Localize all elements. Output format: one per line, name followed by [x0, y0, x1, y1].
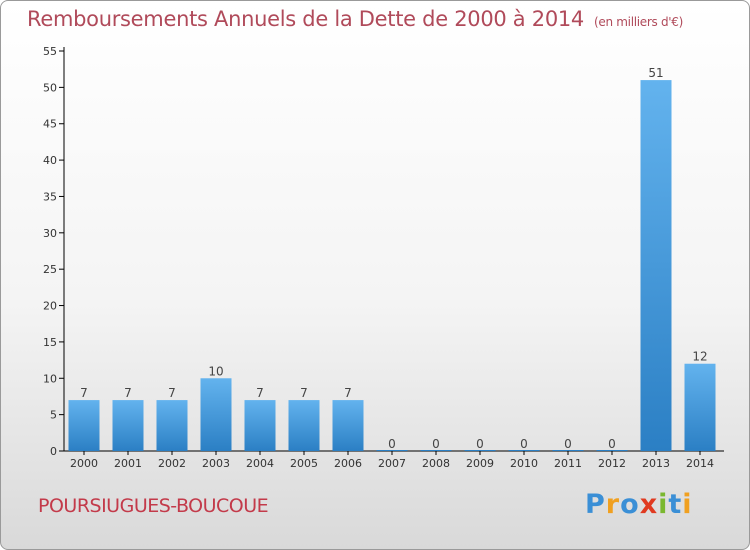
bar — [684, 363, 716, 451]
data-label: 7 — [80, 386, 88, 400]
logo-letter: i — [658, 489, 669, 520]
bar — [68, 400, 100, 451]
data-label: 12 — [692, 350, 707, 364]
y-tick-label: 50 — [43, 81, 57, 94]
data-label: 0 — [388, 437, 396, 451]
proxiti-logo: Proxiti — [585, 489, 693, 520]
y-tick-label: 30 — [43, 227, 57, 240]
x-tick-label: 2003 — [202, 457, 230, 470]
x-tick-label: 2008 — [422, 457, 450, 470]
x-tick-label: 2006 — [334, 457, 362, 470]
data-label: 0 — [432, 437, 440, 451]
x-tick-label: 2004 — [246, 457, 274, 470]
y-tick-label: 45 — [43, 118, 57, 131]
data-label: 7 — [300, 386, 308, 400]
bar — [332, 400, 364, 451]
x-tick-label: 2011 — [554, 457, 582, 470]
logo-letter: r — [605, 489, 621, 520]
data-label: 7 — [256, 386, 264, 400]
logo-letter: o — [620, 489, 640, 520]
data-label: 0 — [476, 437, 484, 451]
data-label: 0 — [520, 437, 528, 451]
x-tick-label: 2013 — [642, 457, 670, 470]
data-label: 0 — [608, 437, 616, 451]
y-tick-label: 10 — [43, 372, 57, 385]
x-tick-label: 2001 — [114, 457, 142, 470]
x-tick-label: 2000 — [70, 457, 98, 470]
data-label: 7 — [344, 386, 352, 400]
x-tick-label: 2007 — [378, 457, 406, 470]
logo-letter: x — [639, 489, 659, 520]
data-label: 51 — [648, 66, 663, 80]
commune-name: POURSIUGUES-BOUCOUE — [38, 495, 269, 517]
bar — [640, 80, 672, 451]
data-label: 10 — [208, 364, 223, 378]
x-tick-label: 2014 — [686, 457, 714, 470]
x-tick-label: 2002 — [158, 457, 186, 470]
y-tick-label: 0 — [50, 445, 57, 458]
x-tick-label: 2009 — [466, 457, 494, 470]
unit-note: (en milliers d'€) — [594, 15, 684, 29]
logo-letter: P — [585, 489, 606, 520]
data-label: 7 — [124, 386, 132, 400]
chart-title: Remboursements Annuels de la Dette de 20… — [27, 7, 684, 31]
y-tick-label: 40 — [43, 154, 57, 167]
y-tick-label: 25 — [43, 263, 57, 276]
y-tick-label: 35 — [43, 190, 57, 203]
data-label: 7 — [168, 386, 176, 400]
y-tick-label: 5 — [50, 409, 57, 422]
x-tick-label: 2012 — [598, 457, 626, 470]
bar — [288, 400, 320, 451]
logo-letter: i — [682, 489, 693, 520]
bar — [244, 400, 276, 451]
bar — [200, 378, 232, 451]
logo-letter: t — [668, 489, 683, 520]
y-tick-label: 15 — [43, 336, 57, 349]
y-tick-label: 20 — [43, 300, 57, 313]
y-tick-label: 55 — [43, 45, 57, 58]
bar — [156, 400, 188, 451]
x-tick-label: 2010 — [510, 457, 538, 470]
bar — [112, 400, 144, 451]
data-label: 0 — [564, 437, 572, 451]
x-tick-label: 2005 — [290, 457, 318, 470]
